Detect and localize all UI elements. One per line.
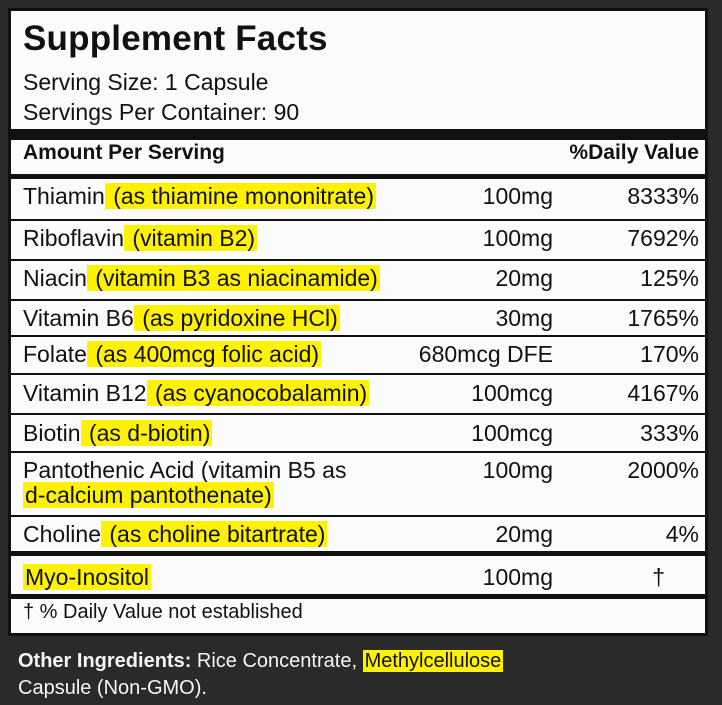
nutrient-dv: 4167% <box>627 380 699 406</box>
section-divider <box>11 551 705 556</box>
nutrient-dv: 7692% <box>627 225 699 251</box>
nutrient-detail: (as 400mcg folic acid) <box>86 341 322 367</box>
panel-title: Supplement Facts <box>23 19 328 58</box>
thick-divider <box>11 129 705 140</box>
nutrient-dv: 170% <box>640 341 699 367</box>
nutrient-dv: 1765% <box>627 305 699 331</box>
nutrient-amount: 100mg <box>482 225 553 251</box>
nutrient-amount: 100mcg <box>471 380 553 406</box>
nutrient-dv: 2000% <box>627 457 699 483</box>
nutrient-dv: 8333% <box>627 183 699 209</box>
nutrient-amount: 20mg <box>495 521 553 547</box>
nutrient-amount: 100mg <box>482 564 553 590</box>
nutrient-detail: (as cyanocobalamin) <box>146 380 370 406</box>
nutrient-amount: 30mg <box>495 305 553 331</box>
nutrient-detail: (vitamin B2) <box>124 225 258 251</box>
nutrient-dv: 125% <box>640 265 699 291</box>
nutrient-detail: (as choline bitartrate) <box>101 521 328 547</box>
other-ingredients: Other Ingredients: Rice Concentrate, Met… <box>18 648 708 702</box>
row-divider <box>11 373 705 375</box>
nutrient-name: Choline <box>23 521 101 547</box>
nutrient-dv: 333% <box>640 420 699 446</box>
footer-divider <box>11 594 705 599</box>
row-divider <box>11 413 705 415</box>
header-divider <box>11 174 705 179</box>
serving-size: Serving Size: 1 Capsule <box>23 69 269 95</box>
nutrient-detail: (vitamin B3 as niacinamide) <box>86 265 380 291</box>
nutrient-name: Folate <box>23 341 87 367</box>
row-divider <box>11 515 705 517</box>
nutrient-name: Biotin <box>23 420 81 446</box>
nutrient-dv: † <box>652 564 665 590</box>
nutrient-amount: 100mg <box>482 457 553 483</box>
nutrient-name: Thiamin <box>23 183 105 209</box>
nutrient-detail: (as d-biotin) <box>80 420 213 446</box>
row-divider <box>11 451 705 453</box>
nutrient-dv: 4% <box>665 521 699 547</box>
nutrient-name: Myo-Inositol <box>23 564 151 590</box>
row-divider <box>11 219 705 221</box>
nutrient-name: Pantothenic Acid <box>23 457 195 483</box>
servings-per-container: Servings Per Container: 90 <box>23 99 300 125</box>
nutrient-name: Vitamin B6 <box>23 305 134 331</box>
nutrient-detail-line2: d-calcium pantothenate) <box>23 482 274 508</box>
other-ingredients-highlight: Methylcellulose <box>362 650 504 672</box>
nutrient-detail: (as pyridoxine HCl) <box>133 305 340 331</box>
other-ingredients-label: Other Ingredients: <box>18 650 192 672</box>
nutrient-amount: 680mcg DFE <box>418 341 553 367</box>
other-ingredients-text: Rice Concentrate, <box>191 650 363 672</box>
row-divider <box>11 335 705 337</box>
nutrient-name: Niacin <box>23 265 87 291</box>
other-ingredients-line2: Capsule (Non-GMO). <box>18 677 207 699</box>
nutrient-amount: 100mg <box>482 183 553 209</box>
amount-per-serving-header: Amount Per Serving <box>23 141 225 164</box>
daily-value-header: %Daily Value <box>569 141 699 164</box>
row-divider <box>11 259 705 261</box>
supplement-facts-panel: Supplement Facts Serving Size: 1 Capsule… <box>8 8 708 636</box>
nutrient-amount: 20mg <box>495 265 553 291</box>
footnote: † % Daily Value not established <box>23 601 303 623</box>
nutrient-detail: (vitamin B5 as <box>194 457 347 483</box>
nutrient-name: Riboflavin <box>23 225 124 251</box>
nutrient-amount: 100mcg <box>471 420 553 446</box>
nutrient-name: Vitamin B12 <box>23 380 147 406</box>
nutrient-detail: (as thiamine mononitrate) <box>104 183 376 209</box>
row-divider <box>11 299 705 301</box>
